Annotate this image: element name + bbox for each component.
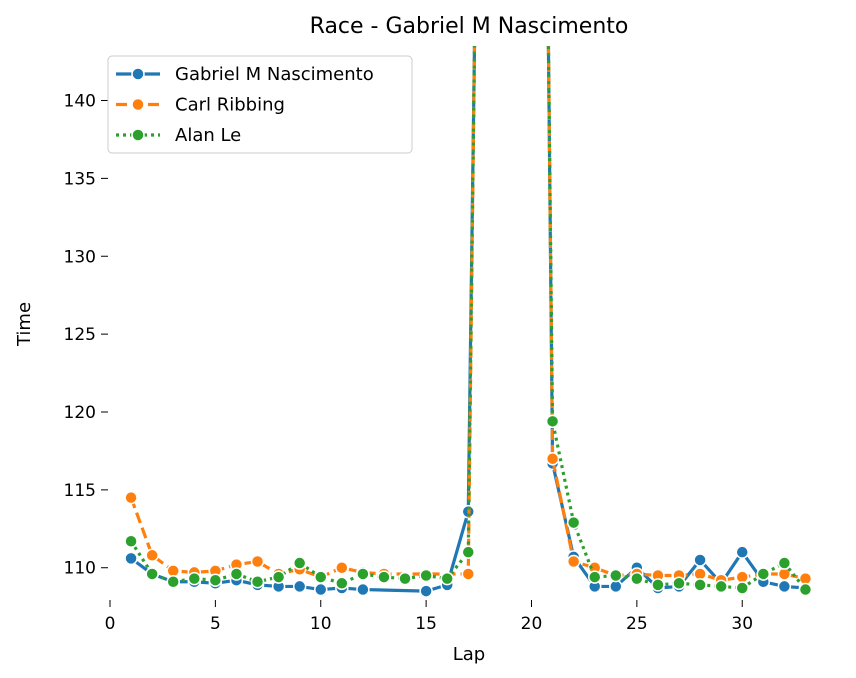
data-point	[461, 545, 476, 559]
x-tick-label: 0	[105, 614, 116, 634]
data-point	[419, 584, 433, 598]
data-point	[735, 581, 749, 595]
x-tick-label: 20	[521, 614, 543, 634]
y-tick-label: 115	[64, 481, 96, 501]
data-point	[735, 545, 749, 559]
legend-label: Gabriel M Nascimento	[175, 64, 374, 85]
data-point	[630, 571, 644, 586]
legend-label: Carl Ribbing	[175, 95, 285, 116]
data-point	[335, 560, 349, 575]
legend-entry-alan-le: Alan Le	[116, 125, 241, 146]
data-point	[545, 414, 560, 429]
data-point	[714, 579, 728, 594]
data-point	[777, 579, 792, 594]
data-point	[419, 568, 433, 583]
y-tick-label: 130	[64, 247, 96, 267]
data-point	[693, 553, 707, 567]
legend-marker	[131, 97, 145, 112]
data-point	[587, 570, 602, 584]
data-point	[777, 556, 792, 570]
data-point	[250, 554, 265, 569]
legend-label: Alan Le	[175, 125, 241, 146]
data-point	[124, 551, 138, 566]
data-point	[314, 582, 328, 597]
data-point	[124, 534, 138, 549]
data-point	[461, 567, 476, 581]
data-point	[145, 567, 159, 581]
data-point	[271, 570, 286, 584]
x-tick-label: 5	[210, 614, 221, 634]
x-tick-label: 30	[731, 614, 753, 634]
x-tick-label: 25	[626, 614, 648, 634]
x-tick-label: 15	[415, 614, 437, 634]
series-alan-le	[124, 46, 813, 597]
chart-title: Race - Gabriel M Nascimento	[310, 14, 629, 39]
y-tick-label: 135	[64, 169, 96, 189]
data-point	[314, 570, 328, 584]
data-point	[124, 490, 138, 505]
data-point	[545, 451, 560, 466]
data-point	[756, 567, 771, 581]
data-point	[693, 578, 707, 592]
data-point	[166, 575, 180, 589]
legend-marker	[131, 67, 145, 81]
data-point	[187, 571, 202, 586]
x-tick-label: 10	[310, 614, 332, 634]
x-axis-label: Lap	[453, 644, 485, 665]
data-point	[145, 548, 159, 563]
data-point	[250, 575, 265, 589]
legend: Gabriel M Nascimento Carl Ribbing Alan Le	[107, 55, 413, 154]
y-tick-label: 140	[64, 92, 96, 112]
series-line-carl-ribbing	[129, 46, 806, 582]
data-point	[229, 567, 244, 581]
data-point	[292, 556, 307, 570]
legend-entry-gabriel-m-nascimento: Gabriel M Nascimento	[116, 64, 374, 85]
data-point	[651, 578, 665, 592]
y-tick-label: 120	[64, 403, 96, 423]
data-point	[798, 582, 813, 597]
x-axis: 0 5 10 15 20 25 30	[105, 600, 753, 634]
data-point	[208, 573, 223, 587]
data-point	[398, 571, 412, 586]
y-tick-label: 110	[64, 559, 96, 579]
legend-frame	[107, 55, 413, 154]
y-axis: 110 115 120 125 130 135 140	[64, 92, 108, 579]
data-point	[377, 570, 391, 584]
y-axis-label: Time	[14, 302, 35, 347]
data-point	[335, 576, 349, 591]
data-point	[566, 554, 581, 569]
legend-marker	[131, 128, 145, 142]
data-point	[356, 567, 370, 581]
y-tick-label: 125	[64, 325, 96, 345]
data-point	[356, 582, 370, 597]
legend-entry-carl-ribbing: Carl Ribbing	[116, 95, 285, 116]
data-point	[672, 576, 686, 591]
data-point	[566, 515, 581, 530]
data-point	[292, 579, 307, 594]
series-layer	[124, 46, 813, 598]
data-point	[609, 568, 623, 583]
data-point	[440, 571, 454, 586]
